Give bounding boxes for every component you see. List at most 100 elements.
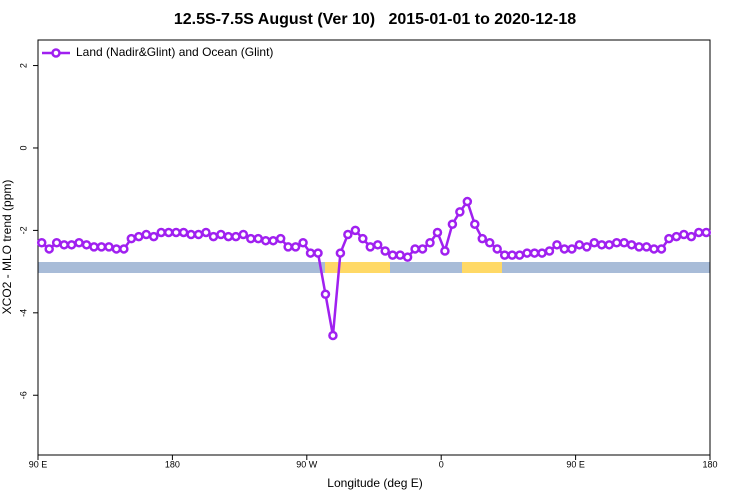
point xyxy=(611,238,622,248)
point xyxy=(238,229,249,240)
point xyxy=(425,238,435,248)
point xyxy=(499,250,510,260)
point xyxy=(679,229,689,240)
point xyxy=(440,246,450,256)
point xyxy=(320,289,331,300)
point xyxy=(216,229,226,240)
point xyxy=(537,248,547,258)
point xyxy=(574,240,585,250)
point xyxy=(701,227,712,238)
point xyxy=(335,248,346,258)
y-tick-label: 2 xyxy=(18,63,28,68)
point xyxy=(492,244,502,254)
point xyxy=(507,250,517,260)
point xyxy=(104,242,114,252)
point xyxy=(260,235,271,246)
point xyxy=(514,250,525,260)
point xyxy=(656,244,667,254)
y-tick-label: -4 xyxy=(18,309,28,317)
point xyxy=(582,242,592,252)
point xyxy=(193,229,204,240)
point xyxy=(417,244,428,254)
point xyxy=(171,227,181,238)
point xyxy=(432,227,443,238)
point xyxy=(529,248,540,258)
point xyxy=(544,246,555,256)
point xyxy=(246,233,256,244)
point xyxy=(552,240,562,250)
point xyxy=(387,250,398,260)
point xyxy=(275,233,286,244)
point xyxy=(283,242,293,252)
point xyxy=(268,235,278,246)
point xyxy=(410,244,420,254)
point xyxy=(328,330,338,341)
point xyxy=(36,238,47,248)
point xyxy=(372,240,383,250)
point xyxy=(604,240,614,250)
y-tick-label: -2 xyxy=(18,226,28,234)
point xyxy=(522,248,532,258)
point xyxy=(96,242,107,252)
point xyxy=(111,244,122,254)
legend-label: Land (Nadir&Glint) and Ocean (Glint) xyxy=(76,45,273,59)
chart-title: 12.5S-7.5S August (Ver 10) 2015-01-01 to… xyxy=(174,11,576,28)
point xyxy=(66,240,77,250)
point xyxy=(395,250,405,260)
point xyxy=(402,252,413,262)
x-tick-label: 90 W xyxy=(296,459,318,469)
point xyxy=(694,227,704,238)
point xyxy=(134,231,144,242)
point xyxy=(671,231,682,242)
point xyxy=(313,248,323,258)
point xyxy=(201,227,211,238)
x-tick-label: 0 xyxy=(439,459,444,469)
x-axis-label: Longitude (deg E) xyxy=(327,476,422,490)
point xyxy=(298,238,308,248)
point xyxy=(649,244,659,254)
x-tick-label: 90 E xyxy=(29,459,48,469)
point xyxy=(148,231,159,242)
point xyxy=(74,238,84,248)
point xyxy=(343,229,353,240)
point xyxy=(290,242,301,252)
point xyxy=(455,207,465,217)
point xyxy=(186,229,196,240)
legend-marker xyxy=(51,48,61,58)
point xyxy=(208,231,219,242)
point xyxy=(365,242,376,252)
point xyxy=(626,240,637,250)
point xyxy=(567,244,577,254)
point xyxy=(44,244,54,254)
point xyxy=(686,231,697,242)
y-axis-label: XCO2 - MLO trend (ppm) xyxy=(0,180,14,315)
point xyxy=(81,240,92,250)
point xyxy=(231,231,241,242)
point xyxy=(89,242,99,252)
point xyxy=(223,231,234,242)
point xyxy=(253,233,264,244)
point xyxy=(163,227,174,238)
point xyxy=(141,229,152,240)
point xyxy=(156,227,166,238)
point xyxy=(305,248,316,258)
point xyxy=(559,244,570,254)
point xyxy=(59,240,69,250)
point xyxy=(470,219,480,229)
point xyxy=(178,227,189,238)
land-band xyxy=(325,262,390,273)
x-tick-label: 90 E xyxy=(566,459,585,469)
point xyxy=(634,242,644,252)
point xyxy=(484,238,495,248)
point xyxy=(664,233,674,244)
y-tick-label: -6 xyxy=(18,391,28,399)
x-tick-label: 180 xyxy=(165,459,180,469)
point xyxy=(462,196,473,207)
point xyxy=(477,233,488,244)
point xyxy=(589,238,600,248)
plot-frame xyxy=(37,39,711,456)
land-band xyxy=(462,262,502,273)
point xyxy=(119,244,129,254)
point xyxy=(51,238,62,248)
